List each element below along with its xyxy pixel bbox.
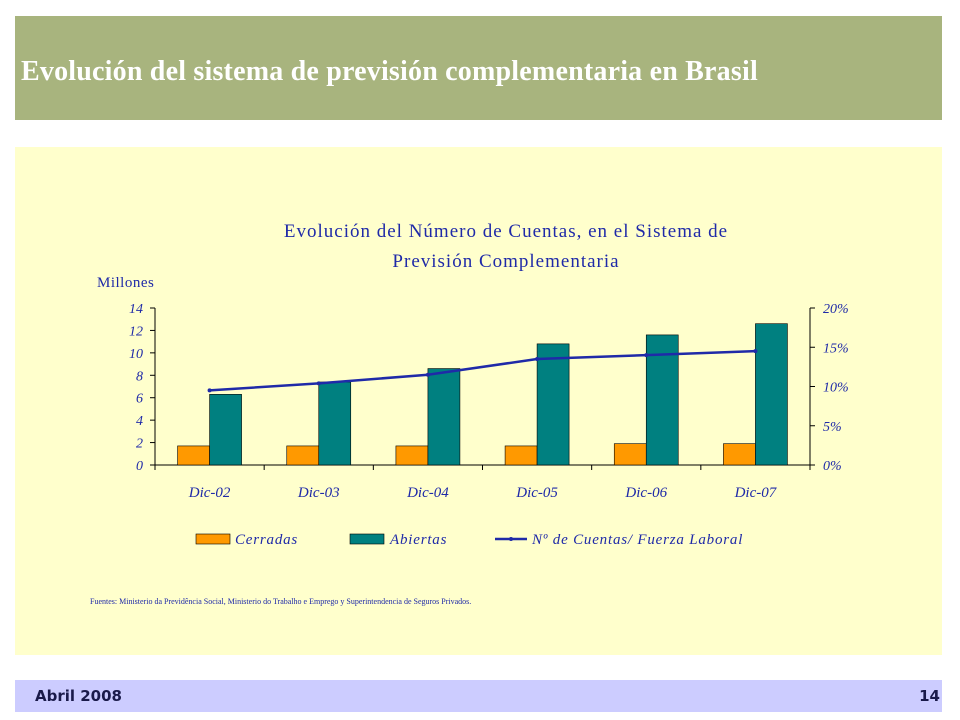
ratio-point: [425, 372, 430, 377]
bar-cerradas: [395, 445, 429, 466]
bar-cerradas: [177, 445, 210, 466]
y-tick-label: 4: [136, 414, 143, 429]
ratio-line: [209, 349, 756, 392]
x-tick-label: Dic-05: [515, 485, 558, 501]
footer-date: Abril 2008: [35, 687, 122, 705]
slide-footer: Abril 2008 14: [15, 680, 942, 712]
y-tick-label: 0: [136, 459, 143, 474]
y-tick-label: 12: [129, 324, 143, 339]
x-tick-label: Dic-07: [734, 485, 778, 501]
legend-swatch-ratio-point: [509, 537, 513, 541]
y2-tick-label: 0%: [823, 459, 842, 474]
chart-title-line-1: Evolución del Número de Cuentas, en el S…: [284, 221, 728, 242]
ratio-point: [207, 388, 212, 393]
bar-abiertas: [755, 323, 788, 466]
page-number: 14: [919, 687, 940, 705]
bar-cerradas: [286, 445, 320, 466]
chart: Evolución del Número de Cuentas, en el S…: [90, 221, 849, 606]
slide-header: Evolución del sistema de previsión compl…: [15, 16, 942, 120]
source-note: Fuentes: Ministerio da Previdência Socia…: [90, 597, 471, 606]
ratio-point: [316, 381, 321, 386]
y-tick-label: 2: [136, 437, 143, 452]
x-tick-label: Dic-03: [297, 485, 340, 501]
y2-tick-label: 10%: [823, 381, 849, 396]
y-tick-label: 14: [129, 302, 143, 317]
y-axis-title: Millones: [97, 275, 154, 291]
y2-tick-label: 5%: [823, 420, 842, 435]
y-tick-label: 6: [136, 392, 143, 407]
legend-label-ratio: Nº de Cuentas/ Fuerza Laboral: [531, 532, 743, 548]
bar-abiertas: [318, 381, 352, 466]
legend-swatch-cerradas: [195, 533, 231, 545]
ratio-point: [753, 349, 758, 354]
y2-tick-label: 20%: [823, 302, 849, 317]
bar-cerradas: [613, 443, 647, 466]
bar-abiertas: [536, 343, 570, 466]
bar-cerradas: [723, 443, 756, 466]
legend-label-cerradas: Cerradas: [235, 532, 298, 548]
legend-label-abiertas: Abiertas: [389, 532, 447, 548]
ratio-point: [644, 353, 649, 358]
ratio-point: [535, 357, 540, 362]
x-tick-label: Dic-02: [188, 485, 231, 501]
y2-tick-label: 15%: [823, 341, 849, 356]
x-tick-label: Dic-04: [406, 485, 449, 501]
x-tick-label: Dic-06: [624, 485, 667, 501]
bar-abiertas: [209, 394, 242, 466]
chart-title-line-2: Previsión Complementaria: [392, 251, 619, 272]
y-tick-label: 10: [129, 347, 143, 362]
bar-cerradas: [504, 445, 538, 466]
chart-panel: Evolución del Número de Cuentas, en el S…: [15, 147, 942, 655]
bar-abiertas: [645, 334, 679, 466]
bar-abiertas: [427, 368, 461, 466]
slide-title: Evolución del sistema de previsión compl…: [21, 56, 758, 87]
y-tick-label: 8: [136, 369, 143, 384]
legend-swatch-abiertas: [349, 533, 385, 545]
